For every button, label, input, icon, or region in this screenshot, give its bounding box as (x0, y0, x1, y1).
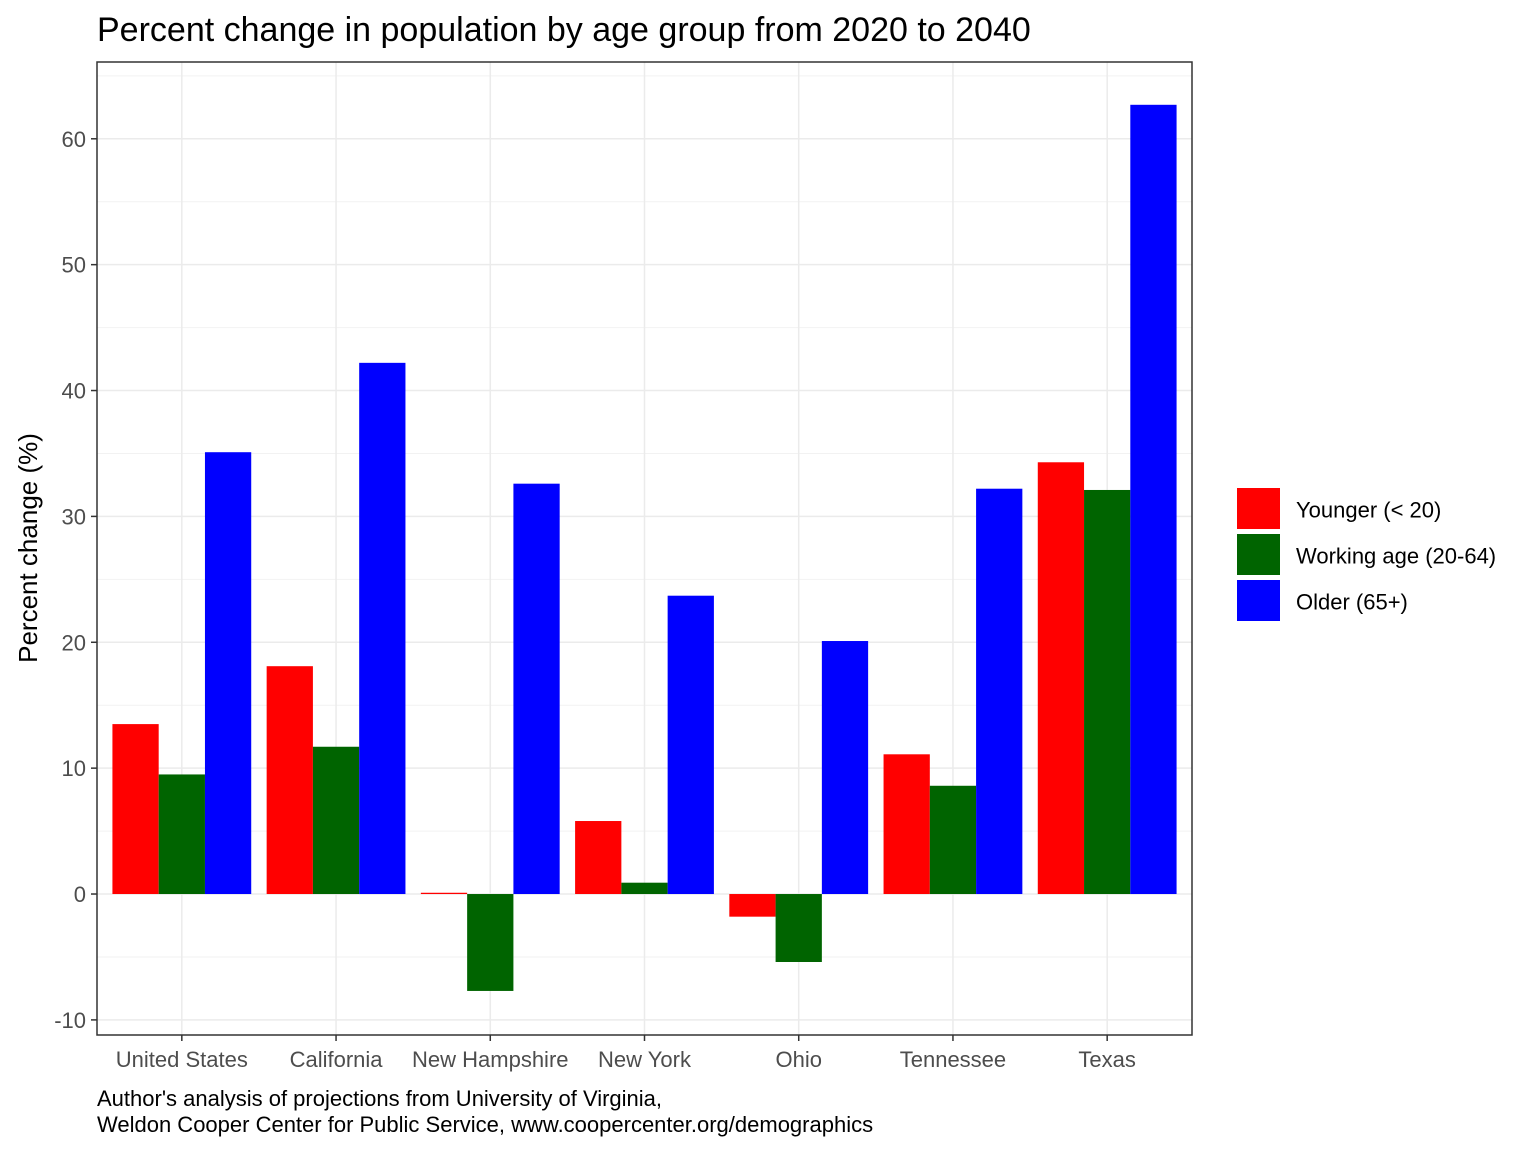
x-axis: United States California New Hampshire New … (116, 1035, 1136, 1072)
y-tick-label-1: 0 (74, 882, 86, 907)
bar-2-2 (513, 483, 560, 895)
bar-3-1 (621, 882, 668, 895)
legend: Younger (< 20) Working age (20-64) Older (… (1237, 488, 1496, 621)
bar-6-0 (1037, 462, 1085, 895)
chart-title: Percent change in population by age grou… (97, 11, 1031, 49)
bar-5-1 (929, 785, 977, 895)
bar-2-0 (420, 892, 468, 895)
x-tick-label-0: United States (116, 1047, 248, 1072)
y-tick-label-7: 60 (62, 127, 86, 152)
x-tick-label-6: Texas (1078, 1047, 1135, 1072)
y-axis-title: Percent change (%) (13, 433, 43, 663)
bar-6-2 (1130, 104, 1177, 895)
bar-2-1 (467, 894, 514, 991)
bar-0-2 (204, 452, 252, 895)
caption-line-2: Weldon Cooper Center for Public Service,… (97, 1112, 873, 1137)
bar-6-1 (1084, 489, 1131, 895)
y-tick-label-5: 40 (62, 379, 86, 404)
x-tick-label-3: New York (598, 1047, 692, 1072)
bar-0-1 (158, 774, 205, 895)
y-tick-label-4: 30 (62, 504, 86, 529)
legend-key-0 (1237, 488, 1280, 529)
y-tick-label-2: 10 (62, 756, 86, 781)
y-tick-label-6: 50 (62, 253, 86, 278)
bar-1-2 (359, 362, 406, 895)
y-tick-label-3: 20 (62, 630, 86, 655)
legend-key-2 (1237, 580, 1280, 621)
x-tick-label-1: California (290, 1047, 384, 1072)
legend-label-1: Working age (20-64) (1296, 544, 1496, 569)
y-tick-label-0: -10 (54, 1008, 86, 1033)
bar-4-1 (775, 894, 822, 962)
x-tick-label-4: Ohio (775, 1047, 821, 1072)
legend-key-1 (1237, 534, 1280, 575)
y-axis: -10 0 10 20 30 40 50 60 (54, 127, 97, 1033)
bar-3-2 (667, 595, 714, 895)
bars (112, 104, 1177, 991)
bar-5-0 (883, 754, 930, 895)
bar-5-2 (976, 488, 1023, 895)
bar-1-0 (266, 666, 313, 895)
legend-label-2: Older (65+) (1296, 590, 1408, 615)
x-tick-label-2: New Hampshire (412, 1047, 569, 1072)
bar-0-0 (112, 724, 159, 895)
bar-4-2 (821, 641, 869, 895)
x-tick-label-5: Tennessee (900, 1047, 1006, 1072)
legend-label-0: Younger (< 20) (1296, 498, 1441, 523)
caption-line-1: Author's analysis of projections from Un… (97, 1086, 662, 1111)
bar-1-1 (312, 746, 360, 895)
bar-4-0 (729, 894, 776, 917)
bar-3-0 (575, 821, 622, 895)
